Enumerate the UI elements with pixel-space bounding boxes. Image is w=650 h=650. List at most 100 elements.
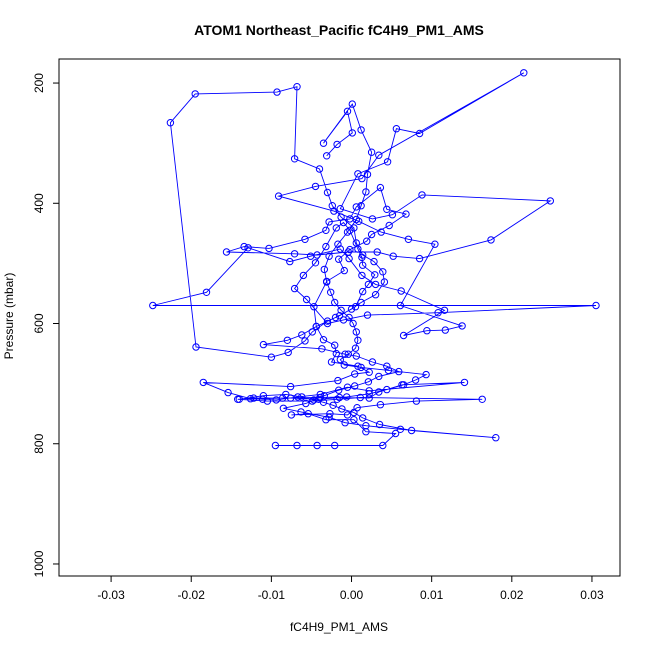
data-point xyxy=(363,170,372,179)
data-point xyxy=(376,183,385,192)
data-point xyxy=(224,388,232,397)
data-point xyxy=(316,390,324,399)
data-point xyxy=(352,328,360,336)
data-point xyxy=(263,397,272,405)
data-point xyxy=(357,202,365,210)
data-point xyxy=(312,322,320,331)
data-point xyxy=(391,429,400,438)
y-axis-label: Pressure (mbar) xyxy=(2,273,16,360)
data-point xyxy=(422,370,430,379)
data-point xyxy=(286,394,295,402)
data-point xyxy=(278,394,287,402)
data-point xyxy=(290,284,299,293)
data-point xyxy=(415,254,424,263)
data-point xyxy=(332,349,340,358)
plot-area xyxy=(149,69,600,450)
data-point xyxy=(336,355,344,364)
data-point xyxy=(350,224,358,232)
data-point xyxy=(341,350,349,358)
data-point xyxy=(337,306,345,314)
data-point xyxy=(359,287,367,296)
data-point xyxy=(379,268,387,276)
data-point xyxy=(290,250,299,258)
data-point xyxy=(351,344,360,352)
data-point xyxy=(297,408,305,416)
data-point xyxy=(359,261,367,269)
data-point xyxy=(371,271,379,279)
data-point xyxy=(357,363,365,372)
series-points xyxy=(149,69,600,450)
data-point xyxy=(316,393,324,402)
data-point xyxy=(274,192,283,200)
data-point xyxy=(348,129,356,137)
data-point xyxy=(325,218,333,226)
data-point xyxy=(592,301,600,310)
y-tick-label: 400 xyxy=(32,193,46,213)
data-point xyxy=(325,413,333,421)
data-point xyxy=(286,382,295,391)
data-point xyxy=(246,395,255,403)
data-point xyxy=(301,235,309,244)
data-point xyxy=(319,336,328,344)
data-point xyxy=(244,244,252,252)
data-point xyxy=(338,405,346,413)
data-point xyxy=(313,441,321,450)
data-point xyxy=(298,393,306,401)
data-point xyxy=(283,336,292,344)
data-point xyxy=(325,252,333,260)
x-tick-label: 0.00 xyxy=(340,588,364,602)
data-point xyxy=(354,170,362,178)
data-point xyxy=(407,426,416,435)
data-point xyxy=(320,265,328,274)
data-point xyxy=(323,319,332,328)
series-lines xyxy=(152,72,597,446)
data-point xyxy=(388,211,397,219)
data-point xyxy=(367,148,376,156)
data-point xyxy=(284,348,292,357)
x-tick-label: -0.02 xyxy=(178,588,206,602)
data-point xyxy=(492,434,500,442)
data-point xyxy=(402,210,410,218)
data-point xyxy=(293,83,301,91)
data-point xyxy=(322,226,330,235)
data-point xyxy=(352,352,360,360)
data-point xyxy=(250,394,258,402)
data-point xyxy=(304,410,312,418)
data-point xyxy=(331,441,339,450)
data-point xyxy=(404,235,413,244)
data-point xyxy=(279,404,288,412)
data-point xyxy=(383,385,391,394)
data-point xyxy=(222,248,231,256)
data-point xyxy=(431,240,439,248)
data-point xyxy=(310,396,318,404)
data-point xyxy=(377,228,385,236)
data-point xyxy=(308,328,316,336)
data-point xyxy=(327,288,335,296)
data-point xyxy=(365,368,373,376)
series-line xyxy=(152,72,597,446)
data-point xyxy=(340,361,348,369)
y-tick-label: 1000 xyxy=(32,550,46,577)
data-point xyxy=(335,255,343,263)
y-tick-label: 200 xyxy=(32,73,46,93)
data-point xyxy=(301,337,309,345)
data-point xyxy=(357,126,365,134)
data-point xyxy=(440,306,449,314)
data-point xyxy=(351,370,359,378)
data-point xyxy=(319,139,328,147)
data-point xyxy=(323,278,331,286)
data-point xyxy=(358,271,366,280)
data-point xyxy=(265,244,273,253)
data-point xyxy=(302,295,311,304)
data-point xyxy=(487,236,495,244)
data-point xyxy=(383,158,392,166)
data-point xyxy=(310,303,318,311)
data-point xyxy=(192,343,200,351)
x-tick-label: -0.03 xyxy=(97,588,125,602)
x-axis: -0.03 -0.02 -0.01 0.00 0.01 0.02 0.03 xyxy=(97,576,604,602)
data-point xyxy=(306,252,315,260)
data-point xyxy=(335,386,343,394)
data-point xyxy=(375,388,383,396)
y-tick-label: 600 xyxy=(32,313,46,333)
